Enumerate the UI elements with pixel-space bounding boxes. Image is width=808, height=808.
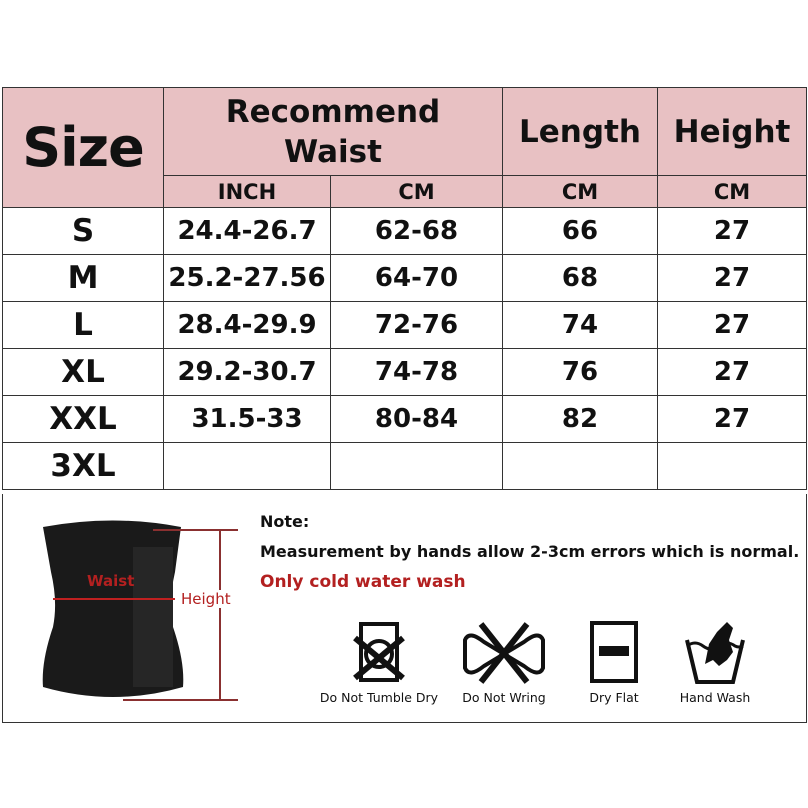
- size-cell: XL: [2, 348, 164, 396]
- table-row: L 28.4-29.9 72-76 74 27: [2, 301, 807, 349]
- table-row: 3XL: [2, 442, 807, 490]
- table-row: XL 29.2-30.7 74-78 76 27: [2, 348, 807, 396]
- size-cell: M: [2, 254, 164, 302]
- waist-inch-cell: 24.4-26.7: [163, 207, 331, 255]
- do-not-tumble-dry-icon: [353, 622, 405, 682]
- note-text: Measurement by hands allow 2-3cm errors …: [260, 542, 800, 561]
- waist-inch-cell: 25.2-27.56: [163, 254, 331, 302]
- length-header: Length: [502, 87, 658, 176]
- waist-cm-cell: 80-84: [330, 395, 503, 443]
- waist-inch-cell: [163, 442, 331, 490]
- table-row: S 24.4-26.7 62-68 66 27: [2, 207, 807, 255]
- recommend-waist-header: Recommend Waist: [163, 87, 503, 176]
- height-cell: 27: [657, 207, 807, 255]
- care-label: Do Not Tumble Dry: [319, 690, 439, 705]
- do-not-wring-icon: [463, 622, 545, 684]
- length-cell: 82: [502, 395, 658, 443]
- height-cell: 27: [657, 301, 807, 349]
- waist-inch-cell: 29.2-30.7: [163, 348, 331, 396]
- note-title: Note:: [260, 512, 310, 531]
- length-cell: 74: [502, 301, 658, 349]
- height-cell: [657, 442, 807, 490]
- dry-flat-icon: [590, 621, 638, 683]
- height-cell: 27: [657, 254, 807, 302]
- size-cell: S: [2, 207, 164, 255]
- table-row: M 25.2-27.56 64-70 68 27: [2, 254, 807, 302]
- care-dry-flat: Dry Flat: [575, 620, 653, 705]
- waist-cm-cell: 72-76: [330, 301, 503, 349]
- height-header: Height: [657, 87, 807, 176]
- size-chart-table: Size Recommend Waist Length Height INCH …: [2, 87, 807, 490]
- notes-panel: Waist Height: [2, 494, 807, 723]
- table-row: XXL 31.5-33 80-84 82 27: [2, 395, 807, 443]
- waist-inch-cell: 31.5-33: [163, 395, 331, 443]
- unit-cm: CM: [657, 175, 807, 208]
- waist-cm-cell: 74-78: [330, 348, 503, 396]
- size-cell: 3XL: [2, 442, 164, 490]
- height-cell: 27: [657, 348, 807, 396]
- height-label: Height: [181, 590, 231, 608]
- waist-inch-cell: 28.4-29.9: [163, 301, 331, 349]
- length-cell: 76: [502, 348, 658, 396]
- unit-cm: CM: [330, 175, 503, 208]
- care-label: Hand Wash: [679, 690, 751, 705]
- waist-cm-cell: 62-68: [330, 207, 503, 255]
- waist-label: Waist: [284, 133, 382, 170]
- waist-label: Waist: [87, 572, 135, 590]
- unit-inch: INCH: [163, 175, 331, 208]
- recommend-label: Recommend: [225, 93, 441, 130]
- care-label: Dry Flat: [589, 690, 639, 705]
- unit-cm: CM: [502, 175, 658, 208]
- note-warning: Only cold water wash: [260, 572, 466, 592]
- care-hand-wash: Hand Wash: [670, 620, 760, 705]
- length-cell: [502, 442, 658, 490]
- height-cell: 27: [657, 395, 807, 443]
- size-cell: L: [2, 301, 164, 349]
- care-do-not-tumble-dry: Do Not Tumble Dry: [315, 620, 443, 705]
- waist-cm-cell: [330, 442, 503, 490]
- size-header: Size: [2, 87, 164, 208]
- size-cell: XXL: [2, 395, 164, 443]
- waist-trainer-diagram: [42, 520, 238, 701]
- length-cell: 66: [502, 207, 658, 255]
- length-cell: 68: [502, 254, 658, 302]
- care-do-not-wring: Do Not Wring: [455, 620, 553, 705]
- care-label: Do Not Wring: [462, 690, 546, 705]
- hand-wash-icon: [685, 622, 745, 684]
- waist-cm-cell: 64-70: [330, 254, 503, 302]
